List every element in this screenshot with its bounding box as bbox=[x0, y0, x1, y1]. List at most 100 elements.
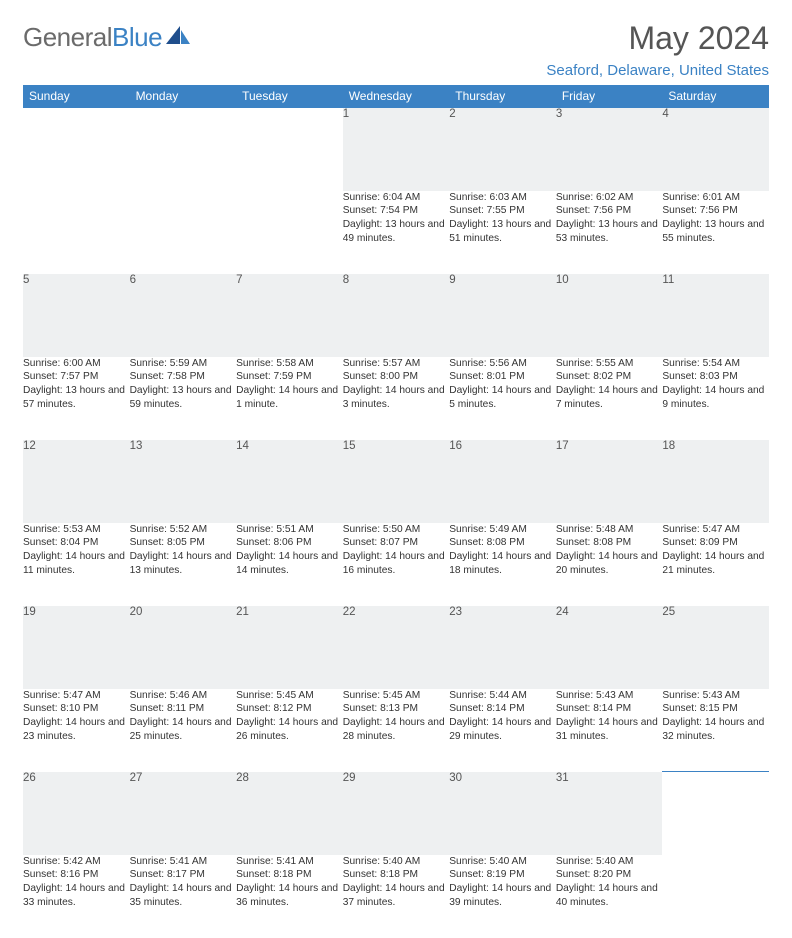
daylight-line: Daylight: 14 hours and 18 minutes. bbox=[449, 550, 556, 578]
day-number-cell: 15 bbox=[343, 440, 450, 523]
sunset-line: Sunset: 8:05 PM bbox=[130, 536, 237, 550]
sunset-line: Sunset: 8:14 PM bbox=[556, 702, 663, 716]
calendar-body: 1234Sunrise: 6:04 AMSunset: 7:54 PMDayli… bbox=[23, 108, 769, 938]
weekday-header: Tuesday bbox=[236, 85, 343, 108]
sunset-line: Sunset: 8:10 PM bbox=[23, 702, 130, 716]
sunset-line: Sunset: 7:56 PM bbox=[662, 204, 769, 218]
daylight-line: Daylight: 13 hours and 49 minutes. bbox=[343, 218, 450, 246]
calendar-head: SundayMondayTuesdayWednesdayThursdayFrid… bbox=[23, 85, 769, 108]
daylight-line: Daylight: 14 hours and 26 minutes. bbox=[236, 716, 343, 744]
day-content-cell: Sunrise: 5:43 AMSunset: 8:15 PMDaylight:… bbox=[662, 689, 769, 772]
month-title: May 2024 bbox=[546, 22, 769, 54]
day-number-cell: 18 bbox=[662, 440, 769, 523]
daylight-line: Daylight: 14 hours and 36 minutes. bbox=[236, 882, 343, 910]
day-number-cell: 9 bbox=[449, 274, 556, 357]
daylight-line: Daylight: 14 hours and 3 minutes. bbox=[343, 384, 450, 412]
day-content-cell: Sunrise: 5:40 AMSunset: 8:19 PMDaylight:… bbox=[449, 855, 556, 938]
day-number-cell bbox=[236, 108, 343, 191]
daylight-line: Daylight: 14 hours and 14 minutes. bbox=[236, 550, 343, 578]
day-number-cell bbox=[662, 772, 769, 855]
day-number-row: 262728293031 bbox=[23, 772, 769, 855]
sunrise-line: Sunrise: 5:59 AM bbox=[130, 357, 237, 371]
daylight-line: Daylight: 14 hours and 25 minutes. bbox=[130, 716, 237, 744]
sunset-line: Sunset: 7:54 PM bbox=[343, 204, 450, 218]
sunrise-line: Sunrise: 5:54 AM bbox=[662, 357, 769, 371]
logo-sail-icon bbox=[166, 26, 190, 46]
daylight-line: Daylight: 13 hours and 51 minutes. bbox=[449, 218, 556, 246]
sunset-line: Sunset: 8:01 PM bbox=[449, 370, 556, 384]
sunset-line: Sunset: 7:57 PM bbox=[23, 370, 130, 384]
sunrise-line: Sunrise: 5:44 AM bbox=[449, 689, 556, 703]
day-content-cell bbox=[662, 855, 769, 938]
day-number-cell: 12 bbox=[23, 440, 130, 523]
sunrise-line: Sunrise: 5:42 AM bbox=[23, 855, 130, 869]
day-content-cell: Sunrise: 5:58 AMSunset: 7:59 PMDaylight:… bbox=[236, 357, 343, 440]
day-number-cell bbox=[23, 108, 130, 191]
day-number-cell: 28 bbox=[236, 772, 343, 855]
sunrise-line: Sunrise: 5:51 AM bbox=[236, 523, 343, 537]
day-content-cell: Sunrise: 5:47 AMSunset: 8:09 PMDaylight:… bbox=[662, 523, 769, 606]
logo-blue: Blue bbox=[112, 22, 162, 52]
day-number-cell: 16 bbox=[449, 440, 556, 523]
day-content-cell bbox=[130, 191, 237, 274]
daylight-line: Daylight: 14 hours and 33 minutes. bbox=[23, 882, 130, 910]
day-content-cell: Sunrise: 5:53 AMSunset: 8:04 PMDaylight:… bbox=[23, 523, 130, 606]
sunrise-line: Sunrise: 5:40 AM bbox=[343, 855, 450, 869]
day-content-cell: Sunrise: 6:01 AMSunset: 7:56 PMDaylight:… bbox=[662, 191, 769, 274]
day-content-cell: Sunrise: 5:40 AMSunset: 8:18 PMDaylight:… bbox=[343, 855, 450, 938]
weekday-header: Sunday bbox=[23, 85, 130, 108]
day-content-cell: Sunrise: 5:41 AMSunset: 8:18 PMDaylight:… bbox=[236, 855, 343, 938]
sunrise-line: Sunrise: 5:52 AM bbox=[130, 523, 237, 537]
day-number-cell: 17 bbox=[556, 440, 663, 523]
sunrise-line: Sunrise: 5:48 AM bbox=[556, 523, 663, 537]
sunrise-line: Sunrise: 5:43 AM bbox=[662, 689, 769, 703]
daylight-line: Daylight: 14 hours and 1 minute. bbox=[236, 384, 343, 412]
sunset-line: Sunset: 8:16 PM bbox=[23, 868, 130, 882]
day-number-row: 567891011 bbox=[23, 274, 769, 357]
sunset-line: Sunset: 7:55 PM bbox=[449, 204, 556, 218]
day-number-row: 12131415161718 bbox=[23, 440, 769, 523]
day-number-cell: 31 bbox=[556, 772, 663, 855]
day-number-cell: 8 bbox=[343, 274, 450, 357]
day-content-cell: Sunrise: 5:40 AMSunset: 8:20 PMDaylight:… bbox=[556, 855, 663, 938]
weekday-header: Friday bbox=[556, 85, 663, 108]
day-content-cell: Sunrise: 5:43 AMSunset: 8:14 PMDaylight:… bbox=[556, 689, 663, 772]
daylight-line: Daylight: 14 hours and 29 minutes. bbox=[449, 716, 556, 744]
location: Seaford, Delaware, United States bbox=[546, 62, 769, 79]
day-content-cell: Sunrise: 5:48 AMSunset: 8:08 PMDaylight:… bbox=[556, 523, 663, 606]
day-number-cell: 25 bbox=[662, 606, 769, 689]
day-number-cell: 19 bbox=[23, 606, 130, 689]
daylight-line: Daylight: 14 hours and 5 minutes. bbox=[449, 384, 556, 412]
sunrise-line: Sunrise: 5:50 AM bbox=[343, 523, 450, 537]
sunset-line: Sunset: 8:20 PM bbox=[556, 868, 663, 882]
logo-general: General bbox=[23, 22, 112, 52]
day-content-cell: Sunrise: 5:47 AMSunset: 8:10 PMDaylight:… bbox=[23, 689, 130, 772]
header: GeneralBlue May 2024 Seaford, Delaware, … bbox=[23, 22, 769, 79]
daylight-line: Daylight: 13 hours and 57 minutes. bbox=[23, 384, 130, 412]
logo: GeneralBlue bbox=[23, 22, 190, 53]
day-content-cell: Sunrise: 5:49 AMSunset: 8:08 PMDaylight:… bbox=[449, 523, 556, 606]
weekday-header: Monday bbox=[130, 85, 237, 108]
day-content-cell: Sunrise: 5:59 AMSunset: 7:58 PMDaylight:… bbox=[130, 357, 237, 440]
daylight-line: Daylight: 14 hours and 39 minutes. bbox=[449, 882, 556, 910]
weekday-header: Wednesday bbox=[343, 85, 450, 108]
day-number-cell: 26 bbox=[23, 772, 130, 855]
day-content-cell: Sunrise: 5:52 AMSunset: 8:05 PMDaylight:… bbox=[130, 523, 237, 606]
sunrise-line: Sunrise: 5:47 AM bbox=[23, 689, 130, 703]
daylight-line: Daylight: 14 hours and 32 minutes. bbox=[662, 716, 769, 744]
day-number-cell: 6 bbox=[130, 274, 237, 357]
day-number-cell: 5 bbox=[23, 274, 130, 357]
day-content-cell bbox=[23, 191, 130, 274]
sunset-line: Sunset: 7:59 PM bbox=[236, 370, 343, 384]
sunrise-line: Sunrise: 5:49 AM bbox=[449, 523, 556, 537]
daylight-line: Daylight: 13 hours and 55 minutes. bbox=[662, 218, 769, 246]
sunrise-line: Sunrise: 5:46 AM bbox=[130, 689, 237, 703]
sunrise-line: Sunrise: 5:53 AM bbox=[23, 523, 130, 537]
day-content-cell: Sunrise: 5:57 AMSunset: 8:00 PMDaylight:… bbox=[343, 357, 450, 440]
sunset-line: Sunset: 8:08 PM bbox=[556, 536, 663, 550]
day-number-cell: 4 bbox=[662, 108, 769, 191]
title-block: May 2024 Seaford, Delaware, United State… bbox=[546, 22, 769, 79]
day-number-cell: 3 bbox=[556, 108, 663, 191]
day-number-cell: 23 bbox=[449, 606, 556, 689]
sunset-line: Sunset: 8:07 PM bbox=[343, 536, 450, 550]
